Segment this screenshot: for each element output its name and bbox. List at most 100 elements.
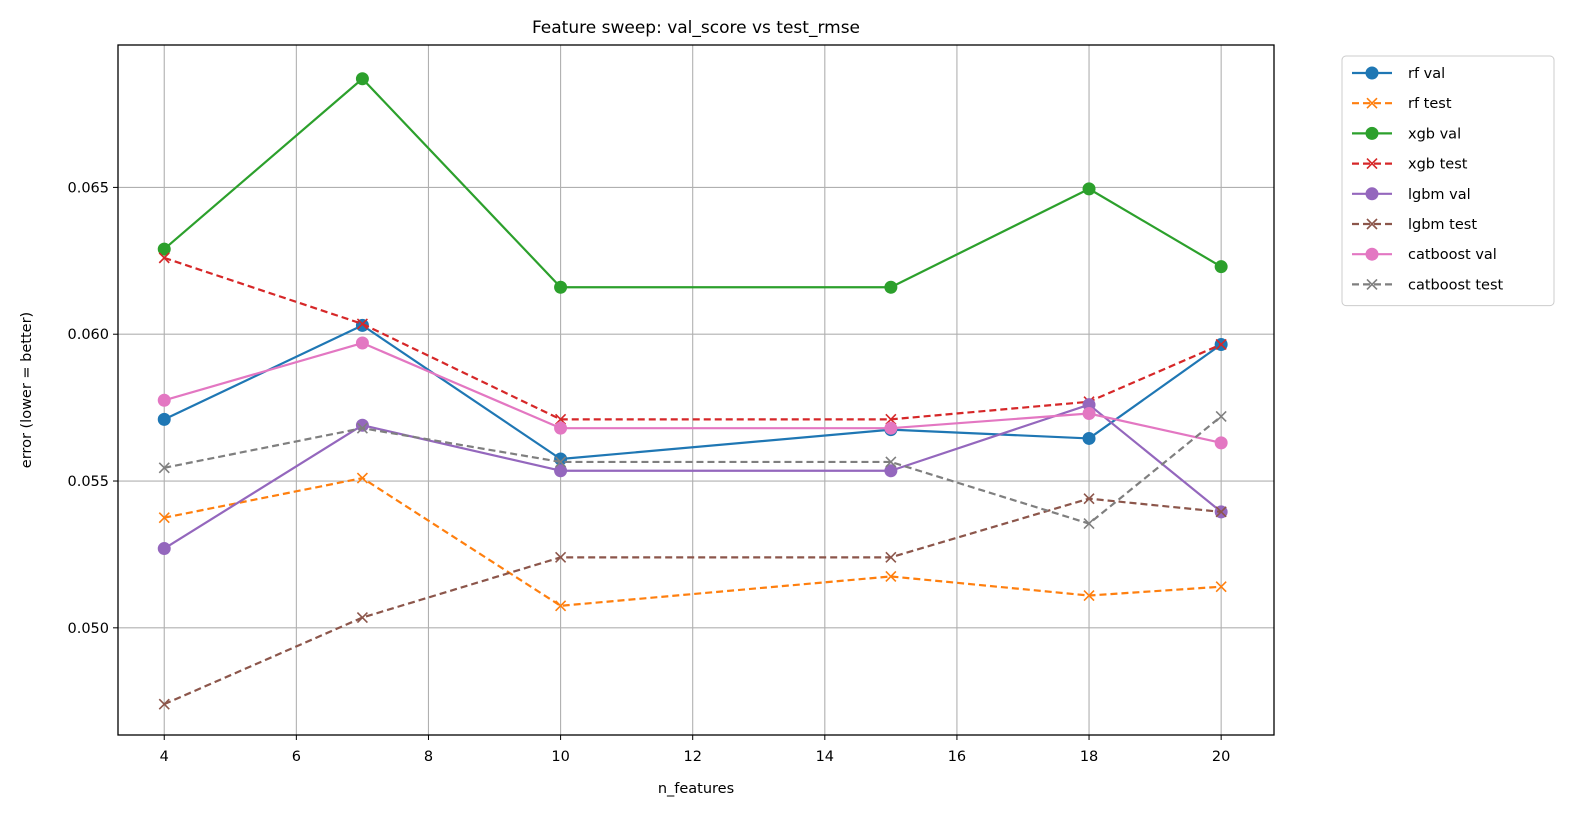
data-point-xgb-val <box>355 72 369 86</box>
x-marker-stroke <box>1366 97 1378 109</box>
data-point-rf-test <box>555 600 567 612</box>
x-marker-stroke <box>1215 338 1227 351</box>
data-point-lgbm-test <box>1215 506 1227 518</box>
x-marker-stroke <box>885 570 897 583</box>
data-point-catboost-test <box>1083 518 1095 530</box>
y-tick-label: 0.055 <box>67 474 109 490</box>
legend: rf val rf test xgb val xgb test lgbm val lgbm… <box>1341 55 1555 307</box>
legend-label: rf test <box>1408 96 1452 112</box>
x-marker-stroke <box>1083 518 1095 530</box>
x-tick-label: 20 <box>1212 749 1230 765</box>
grid <box>118 45 1274 735</box>
data-point-rf-val <box>554 452 568 466</box>
legend-entry-lgbm-test: lgbm test <box>1352 217 1477 233</box>
data-point-lgbm-val <box>157 542 171 556</box>
data-point-xgb-val <box>554 280 568 294</box>
series-lgbm-test <box>158 493 1227 710</box>
legend-label: catboost test <box>1408 277 1503 293</box>
data-point-catboost-val <box>884 421 898 435</box>
x-tick-label: 4 <box>160 749 169 765</box>
x-marker-stroke <box>1366 218 1378 230</box>
plot-series <box>157 72 1228 710</box>
data-point-xgb-test <box>1215 338 1227 351</box>
data-point-rf-val <box>355 318 369 332</box>
x-tick-label: 12 <box>683 749 701 765</box>
x-axis-label: n_features <box>658 781 734 797</box>
data-point-rf-test <box>158 512 170 524</box>
legend-entry-xgb-val: xgb val <box>1352 126 1461 142</box>
data-point-rf-test <box>885 570 897 583</box>
data-point-catboost-val <box>554 421 568 435</box>
series-line-catboost-val <box>163 341 1222 444</box>
series-catboost-val <box>157 336 1228 450</box>
series-line-lgbm-test <box>163 497 1222 706</box>
data-point-catboost-test <box>356 422 368 434</box>
data-point-xgb-test <box>158 252 170 264</box>
series-line-xgb-test <box>163 256 1222 421</box>
x-marker-stroke <box>1366 158 1378 170</box>
data-point-lgbm-test <box>356 611 368 624</box>
data-point-xgb-val <box>157 242 171 256</box>
data-point-xgb-test <box>356 318 368 330</box>
x-marker-stroke <box>1083 589 1095 602</box>
series-line-xgb-val <box>163 77 1222 289</box>
data-point-rf-val <box>157 412 171 426</box>
data-point-catboost-val <box>1214 436 1228 450</box>
legend-label: catboost val <box>1408 247 1497 263</box>
legend-entry-xgb-test: xgb test <box>1352 157 1468 173</box>
legend-label: rf val <box>1408 66 1445 82</box>
x-marker-stroke <box>1083 493 1095 505</box>
data-point-catboost-val <box>355 336 369 350</box>
legend-marker <box>1365 247 1379 261</box>
legend-entry-rf-val: rf val <box>1352 66 1445 82</box>
legend-entry-catboost-test: catboost test <box>1352 277 1503 293</box>
data-point-catboost-test <box>885 456 897 468</box>
series-rf-test <box>158 472 1227 612</box>
data-point-catboost-test <box>158 462 170 474</box>
data-point-catboost-test <box>555 456 567 468</box>
data-point-rf-test <box>1215 581 1227 593</box>
data-point-rf-test <box>356 472 368 484</box>
legend-marker <box>1365 187 1379 201</box>
data-point-rf-test <box>1083 589 1095 602</box>
data-point-catboost-test <box>1215 410 1227 422</box>
series-catboost-test <box>158 410 1227 530</box>
series-line-lgbm-val <box>163 403 1222 550</box>
x-marker-stroke <box>158 462 170 474</box>
chart-title: Feature sweep: val_score vs test_rmse <box>532 18 860 38</box>
x-marker-stroke <box>555 551 567 563</box>
legend-marker <box>1365 66 1379 80</box>
x-tick-label: 16 <box>948 749 966 765</box>
legend-label: lgbm test <box>1408 217 1477 233</box>
x-marker-stroke <box>356 472 368 484</box>
data-point-xgb-val <box>1082 182 1096 196</box>
x-marker-stroke <box>885 456 897 468</box>
data-point-lgbm-test <box>1083 493 1095 505</box>
x-marker-stroke <box>158 698 170 710</box>
legend-marker <box>1366 218 1378 230</box>
x-tick-label: 10 <box>551 749 569 765</box>
legend-entry-lgbm-val: lgbm val <box>1352 187 1471 203</box>
x-marker-stroke <box>356 318 368 330</box>
y-axis-label: error (lower = better) <box>19 312 35 468</box>
x-tick-label: 18 <box>1080 749 1098 765</box>
x-marker-stroke <box>356 422 368 434</box>
data-point-xgb-val <box>1214 260 1228 274</box>
data-point-lgbm-test <box>158 698 170 710</box>
axis-ticks: 4 6 8 10 12 14 16 18 20 0.050 0.055 0.060 0.065 <box>67 180 1230 765</box>
data-point-lgbm-val <box>884 464 898 478</box>
legend-marker <box>1366 97 1378 109</box>
data-point-lgbm-val <box>554 464 568 478</box>
x-tick-label: 6 <box>292 749 301 765</box>
x-marker-stroke <box>158 252 170 264</box>
x-marker-stroke <box>1366 278 1378 290</box>
legend-marker <box>1366 158 1378 170</box>
data-point-lgbm-test <box>555 551 567 563</box>
x-marker-stroke <box>1215 506 1227 518</box>
legend-label: xgb val <box>1408 126 1461 142</box>
x-marker-stroke <box>1215 410 1227 422</box>
legend-label: xgb test <box>1408 157 1468 173</box>
data-point-catboost-val <box>1082 406 1096 420</box>
